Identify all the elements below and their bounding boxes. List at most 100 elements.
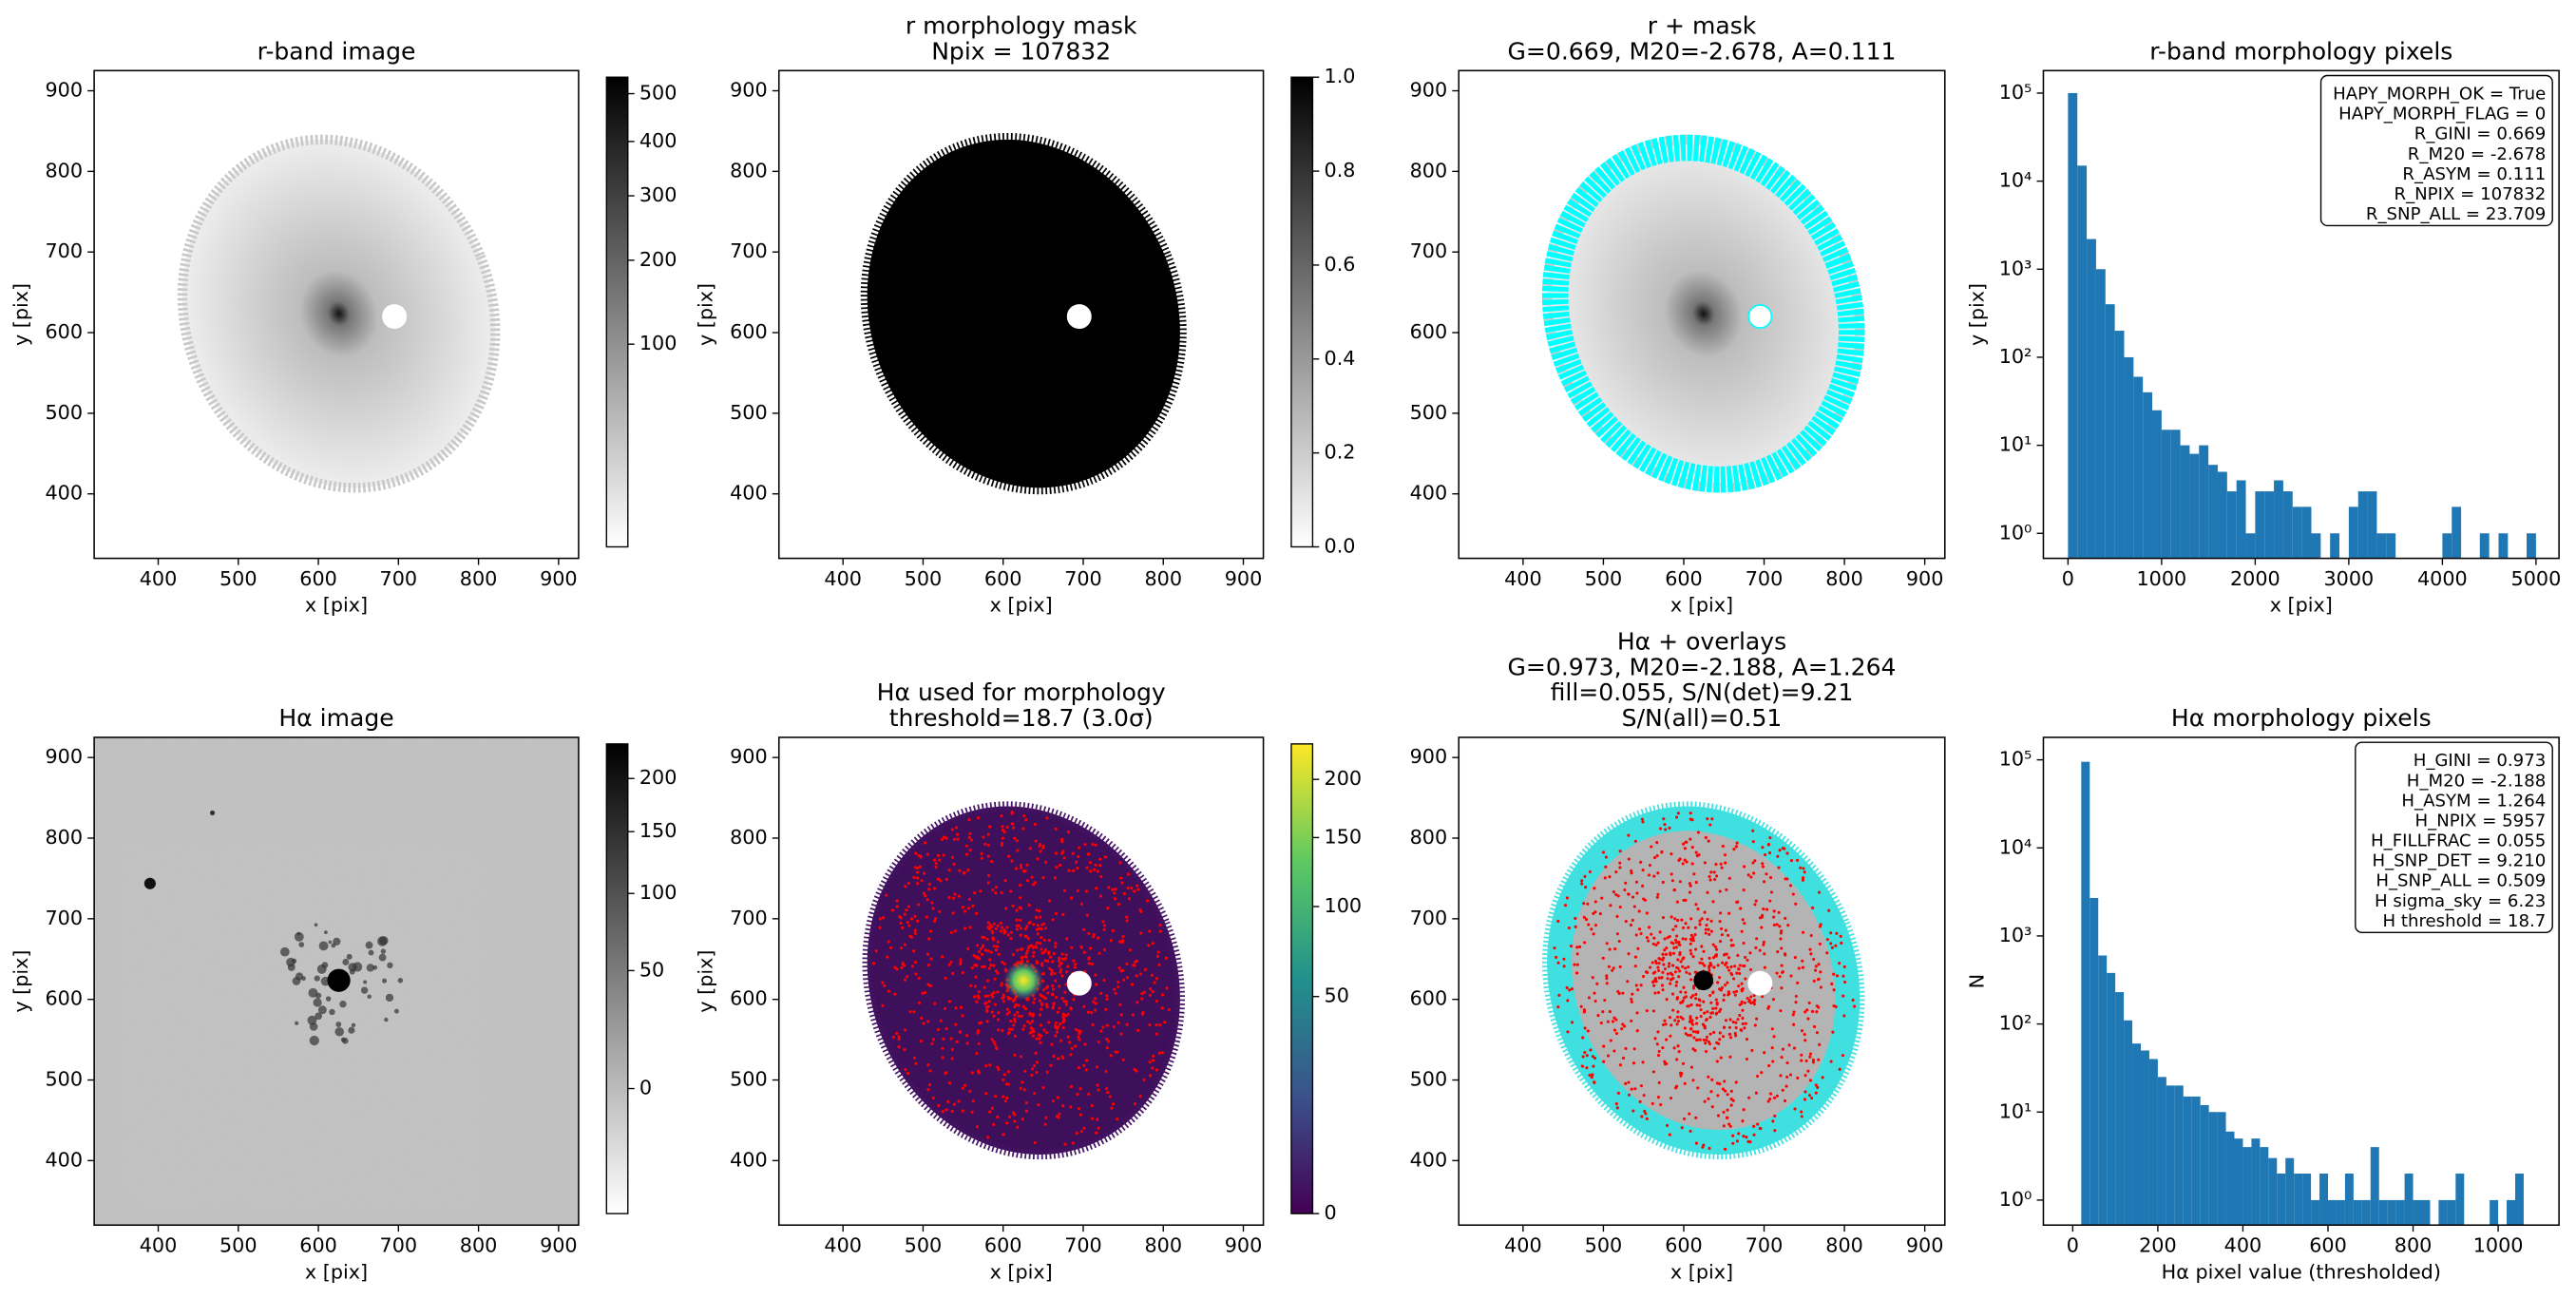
pixel-dot [1040, 936, 1043, 940]
pixel-dot [1071, 851, 1075, 855]
pixel-dot [893, 965, 897, 969]
pixel-dot [1015, 918, 1019, 922]
hist-bar [2260, 1147, 2269, 1226]
pixel-dot [1096, 1083, 1099, 1087]
pixel-dot [1150, 973, 1154, 977]
pixel-dot [1627, 952, 1631, 956]
pixel-dot [874, 949, 878, 953]
pixel-dot [1069, 896, 1074, 900]
x-tick-label: 400 [1504, 1234, 1542, 1257]
pixel-dot [1663, 937, 1667, 941]
x-tick-label: 0 [2062, 567, 2074, 590]
pixel-dot [1738, 1003, 1742, 1006]
pixel-dot [1013, 1013, 1017, 1017]
pixel-dot [985, 979, 990, 983]
pixel-dot [1060, 957, 1064, 961]
pixel-dot [1065, 970, 1069, 974]
pixel-dot [1001, 1029, 1004, 1033]
pixel-dot [1738, 1013, 1742, 1018]
pixel-dot [977, 990, 981, 994]
pixel-dot [1718, 889, 1722, 893]
pixel-dot [1593, 924, 1597, 927]
pixel-dot [1654, 959, 1658, 963]
pixel-dot [1761, 846, 1765, 850]
hist-bar [2285, 1157, 2295, 1226]
pixel-dot [1045, 816, 1049, 820]
pixel-dot [1087, 957, 1091, 961]
pixel-dot [1010, 859, 1014, 863]
pixel-dot [1702, 1038, 1706, 1041]
hist-bar [2479, 533, 2490, 559]
pixel-dot [1708, 878, 1712, 882]
pixel-dot [1025, 879, 1029, 883]
pixel-dot [1763, 880, 1766, 884]
pixel-dot [906, 881, 910, 886]
pixel-dot [1031, 1067, 1035, 1071]
pixel-dot [1689, 917, 1693, 921]
pixel-dot [1026, 1020, 1030, 1023]
pixel-dot [1630, 869, 1633, 873]
pixel-dot [1055, 1115, 1059, 1118]
pixel-dot [1794, 1001, 1798, 1004]
pixel-dot [1726, 981, 1729, 984]
pixel-dot [1817, 978, 1821, 982]
pixel-dot [1800, 1059, 1803, 1062]
pixel-dot [988, 825, 992, 829]
pixel-dot [1705, 1018, 1708, 1022]
pixel-dot [1728, 1032, 1732, 1036]
pixel-dot [1585, 1054, 1589, 1058]
pixel-dot [1719, 862, 1723, 866]
x-tick-label: 900 [540, 567, 578, 590]
pixel-dot [949, 930, 953, 934]
pixel-dot [1668, 1133, 1671, 1137]
pixel-dot [1669, 951, 1672, 955]
hist-bar [2161, 430, 2171, 559]
pixel-dot [1593, 999, 1597, 1003]
pixel-dot [1020, 866, 1023, 869]
pixel-dot [1764, 852, 1767, 857]
pixel-dot [933, 917, 938, 921]
y-tick-label: 10⁰ [1999, 521, 2032, 544]
pixel-dot [1580, 1064, 1585, 1068]
pixel-dot [1152, 1054, 1155, 1058]
pixel-dot [1704, 1049, 1708, 1054]
pixel-dot [1796, 1076, 1800, 1079]
pixel-dot [1722, 998, 1726, 1003]
pixel-dot [1024, 955, 1028, 959]
pixel-dot [1043, 959, 1047, 963]
pixel-dot [1056, 1057, 1059, 1060]
hist-bar [2245, 533, 2256, 559]
hist-bar [2370, 1147, 2379, 1226]
pixel-dot [1015, 839, 1019, 843]
pixel-dot [1092, 933, 1096, 937]
pixel-dot [1582, 1008, 1586, 1012]
pixel-dot [1652, 874, 1656, 878]
pixel-dot [1045, 984, 1050, 988]
pixel-dot [1127, 897, 1132, 901]
pixel-dot [1736, 953, 1740, 958]
pixel-dot [1041, 844, 1045, 848]
pixel-dot [1711, 900, 1715, 904]
hist-bar [2376, 533, 2387, 559]
pixel-dot [1575, 952, 1579, 956]
y-tick-label: 800 [45, 826, 83, 849]
hist-bar [2174, 1085, 2184, 1226]
pixel-dot [924, 894, 927, 898]
y-tick-label: 500 [1410, 1068, 1448, 1091]
knot [318, 941, 329, 951]
pixel-dot [1735, 971, 1739, 975]
pixel-dot [1582, 902, 1586, 906]
pixel-dot [1835, 974, 1840, 978]
pixel-dot [922, 1022, 925, 1025]
x-tick-label: 400 [140, 1234, 178, 1257]
pixel-dot [1102, 978, 1106, 983]
pixel-dot [1017, 1014, 1021, 1018]
pixel-dot [1097, 1126, 1100, 1130]
hist-bar [2143, 392, 2153, 559]
pixel-dot [932, 858, 937, 862]
pixel-dot [1023, 1069, 1027, 1073]
pixel-dot [1604, 855, 1608, 859]
pixel-dot [1777, 866, 1781, 869]
pixel-dot [1051, 1005, 1055, 1009]
colorbar-tick-label: 0.2 [1325, 441, 1356, 464]
